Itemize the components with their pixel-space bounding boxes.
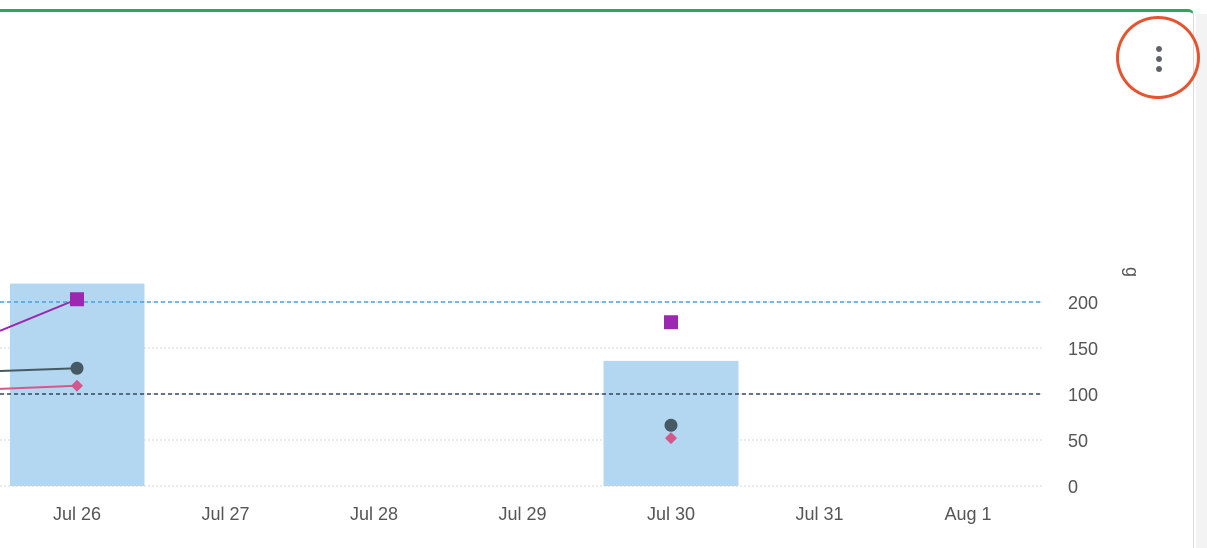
y-tick-layer: 0 50 100 150 200 [1068,293,1098,497]
data-point-circle [70,361,84,375]
data-point-diamond [71,379,83,392]
panel-edge [1196,14,1207,548]
x-tick-layer: Jul 26 Jul 27 Jul 28 Jul 29 Jul 30 Jul 31 Aug … [53,504,992,524]
x-tick-label: Jul 28 [350,504,398,524]
series-layer [0,292,678,445]
x-tick-label: Jul 31 [795,504,843,524]
y-axis-label: g [1122,267,1142,277]
series-line [0,367,78,373]
x-tick-label: Aug 1 [944,504,991,524]
data-point-diamond [665,432,677,445]
x-tick-label: Jul 29 [498,504,546,524]
more-options-button[interactable] [1116,16,1200,99]
more-vertical-icon-dot [1156,56,1162,62]
more-vertical-icon [1156,46,1162,52]
data-point-square [664,315,678,330]
y-tick-label: 50 [1068,431,1088,451]
y-tick-label: 0 [1068,477,1078,497]
y-tick-label: 200 [1068,293,1098,313]
x-tick-label: Jul 27 [201,504,249,524]
y-tick-label: 150 [1068,339,1098,359]
x-tick-label: Jul 30 [647,504,695,524]
data-point-circle [664,418,678,432]
reference-line-layer [0,301,1042,395]
series-line [0,298,78,332]
chart-card [0,9,1194,548]
x-tick-label: Jul 26 [53,504,101,524]
bar-layer [10,283,739,486]
data-point-square [70,292,84,307]
series-line [0,384,78,390]
y-tick-label: 100 [1068,385,1098,405]
more-vertical-icon-dot [1156,66,1162,72]
